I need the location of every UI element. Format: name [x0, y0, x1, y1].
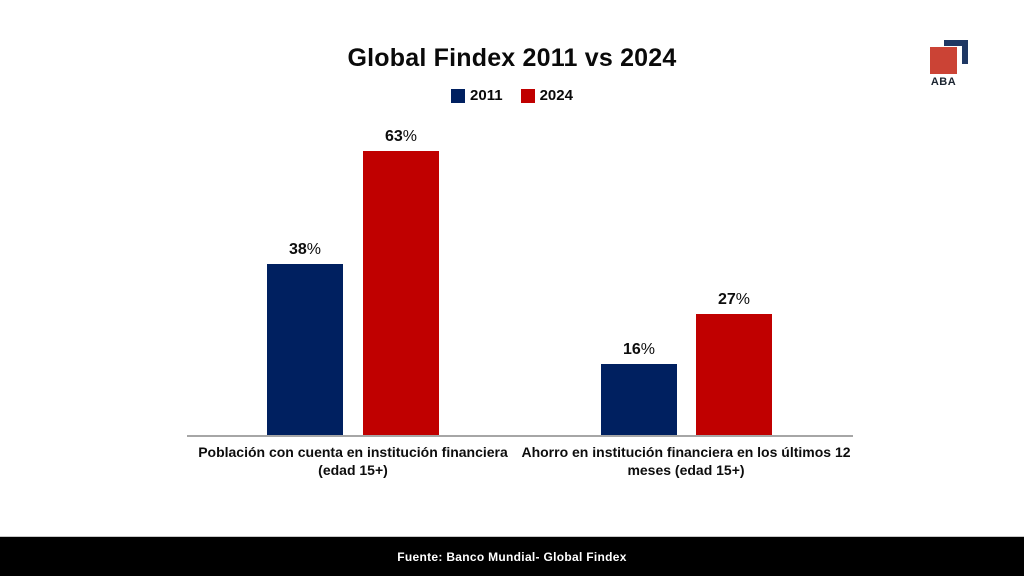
category-label-1: Población con cuenta en institución fina…: [188, 443, 518, 479]
bar-value-label-group2-2024: 27%: [717, 291, 751, 308]
category-label-1-line1: Población con cuenta en institución fina…: [198, 444, 508, 460]
bar-rect-group1-2011: [267, 264, 343, 436]
logo-bracket-vertical: [962, 40, 968, 64]
legend-label-2024: 2024: [539, 87, 573, 104]
legend-label-2011: 2011: [470, 87, 503, 104]
source-footer: Fuente: Banco Mundial- Global Findex: [0, 536, 1024, 576]
chart-title: Global Findex 2011 vs 2024: [347, 44, 677, 72]
bar-value-label-group2-2011: 16%: [622, 341, 656, 358]
bar-group2-2024: 27%: [696, 291, 772, 436]
legend-swatch-2011-icon: [451, 88, 466, 103]
legend-swatch-2024-icon: [520, 88, 535, 103]
bar-group1-2011: 38%: [267, 241, 343, 436]
x-axis-line: [187, 435, 853, 437]
aba-logo: ABA: [920, 38, 992, 90]
bar-value-label-group1-2011: 38%: [288, 241, 322, 258]
bar-rect-group1-2024: [363, 151, 439, 436]
logo-bracket-horizontal: [944, 40, 968, 46]
logo-text: ABA: [930, 76, 957, 88]
bar-value-label-group1-2024: 63%: [384, 128, 418, 145]
logo-square-icon: [930, 47, 957, 74]
category-label-2: Ahorro en institución financiera en los …: [516, 443, 856, 479]
bar-group2-2011: 16%: [601, 341, 677, 436]
bar-rect-group2-2024: [696, 314, 772, 436]
bar-rect-group2-2011: [601, 364, 677, 436]
category-label-1-line2: (edad 15+): [318, 462, 388, 478]
legend-item-2011: 2011: [451, 87, 503, 104]
category-label-2-line2: meses (edad 15+): [627, 462, 745, 478]
category-label-2-line1: Ahorro en institución financiera en los …: [521, 444, 851, 460]
chart-legend: 2011 2024: [0, 87, 1024, 104]
bar-group1-2024: 63%: [363, 128, 439, 436]
source-text: Fuente: Banco Mundial- Global Findex: [397, 549, 627, 564]
legend-item-2024: 2024: [520, 87, 573, 104]
logo-bracket-icon: [920, 38, 992, 90]
